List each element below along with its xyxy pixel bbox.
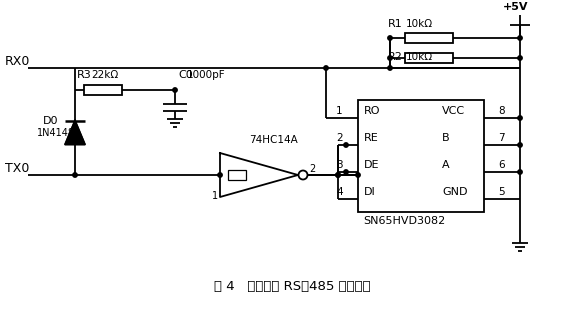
Text: GND: GND xyxy=(442,187,468,197)
Text: D0: D0 xyxy=(43,117,58,126)
Circle shape xyxy=(518,116,522,120)
Text: R3: R3 xyxy=(77,70,92,80)
Text: SN65HVD3082: SN65HVD3082 xyxy=(363,216,445,226)
Polygon shape xyxy=(65,121,85,144)
Text: 6: 6 xyxy=(498,160,505,170)
Text: 7: 7 xyxy=(498,133,505,143)
Text: 1: 1 xyxy=(212,191,218,201)
Text: 1N4148: 1N4148 xyxy=(37,129,75,139)
Text: C0: C0 xyxy=(178,70,193,80)
Circle shape xyxy=(73,173,77,177)
Bar xyxy=(405,33,453,43)
Text: +5V: +5V xyxy=(503,2,529,12)
Text: 8: 8 xyxy=(498,106,505,116)
Circle shape xyxy=(336,173,340,177)
Circle shape xyxy=(518,143,522,147)
Circle shape xyxy=(173,88,177,92)
Circle shape xyxy=(388,66,392,70)
Text: RO: RO xyxy=(364,106,381,116)
Circle shape xyxy=(518,36,522,40)
Text: 22kΩ: 22kΩ xyxy=(91,70,118,80)
Circle shape xyxy=(344,170,348,174)
Text: A: A xyxy=(442,160,450,170)
Text: B: B xyxy=(442,133,450,143)
Circle shape xyxy=(518,56,522,60)
Text: RX0: RX0 xyxy=(5,55,30,68)
Bar xyxy=(405,53,453,63)
Bar xyxy=(84,85,122,95)
Circle shape xyxy=(324,66,328,70)
Circle shape xyxy=(388,56,392,60)
Circle shape xyxy=(298,170,308,179)
Text: 1: 1 xyxy=(336,106,343,116)
Text: 1000pF: 1000pF xyxy=(187,70,225,80)
Text: DE: DE xyxy=(364,160,380,170)
Text: 10kΩ: 10kΩ xyxy=(406,52,433,62)
Circle shape xyxy=(218,173,222,177)
Circle shape xyxy=(388,36,392,40)
Circle shape xyxy=(344,143,348,147)
Text: 5: 5 xyxy=(498,187,505,197)
Text: 2: 2 xyxy=(309,164,315,174)
Text: RE: RE xyxy=(364,133,379,143)
Bar xyxy=(358,100,484,212)
Bar xyxy=(228,170,246,180)
Text: DI: DI xyxy=(364,187,376,197)
Text: 74HC14A: 74HC14A xyxy=(249,135,298,145)
Text: R2: R2 xyxy=(388,52,403,62)
Circle shape xyxy=(336,173,340,177)
Text: 3: 3 xyxy=(336,160,343,170)
Text: 4: 4 xyxy=(336,187,343,197)
Circle shape xyxy=(518,170,522,174)
Text: TX0: TX0 xyxy=(5,162,29,175)
Text: VCC: VCC xyxy=(442,106,465,116)
Text: 图 4   零延时的 RS－485 接口电路: 图 4 零延时的 RS－485 接口电路 xyxy=(214,280,370,293)
Polygon shape xyxy=(220,153,298,197)
Text: R1: R1 xyxy=(388,19,403,29)
Text: 10kΩ: 10kΩ xyxy=(406,19,433,29)
Circle shape xyxy=(356,173,360,177)
Text: 2: 2 xyxy=(336,133,343,143)
